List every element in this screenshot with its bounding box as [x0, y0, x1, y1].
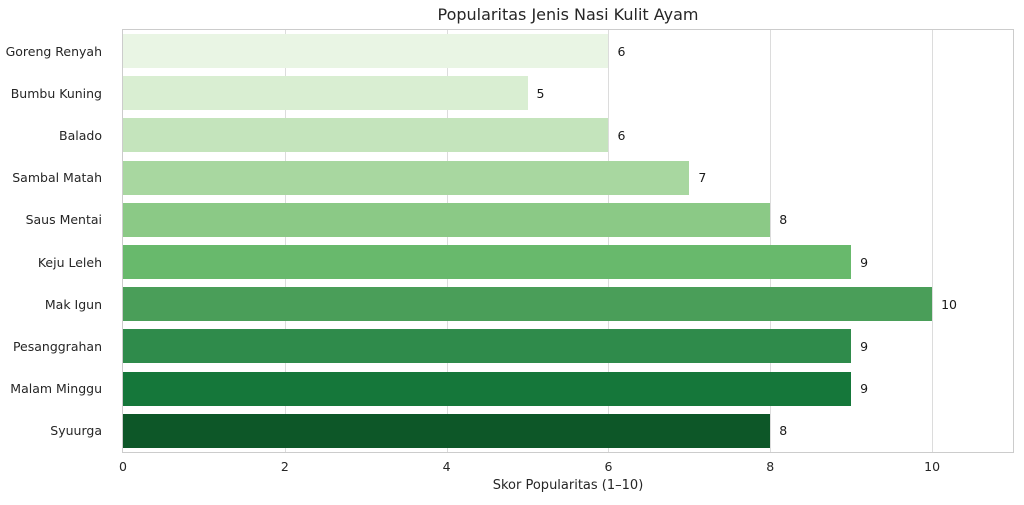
category-label: Mak Igun [44, 296, 102, 312]
bar-value-label: 6 [617, 127, 626, 143]
bar [123, 76, 528, 111]
bar-value-label: 9 [860, 254, 869, 270]
bar-value-label: 8 [779, 423, 788, 439]
category-label: Bumbu Kuning [10, 85, 102, 101]
bar-row: 6 [123, 30, 1013, 72]
bar [123, 371, 852, 406]
x-tick-label-2: 2 [280, 459, 289, 474]
bar [123, 245, 852, 280]
gridline-x-2 [284, 30, 286, 452]
bar-value-label: 8 [779, 212, 788, 228]
category-label: Saus Mentai [25, 212, 102, 228]
x-tick-label-0: 0 [119, 459, 127, 474]
bar-row: 9 [123, 325, 1013, 367]
category-label: Sambal Matah [12, 170, 102, 186]
category-label: Pesanggrahan [12, 338, 102, 354]
bar-row: 5 [123, 72, 1013, 114]
x-axis-label: Skor Popularitas (1–10) [492, 478, 644, 493]
bar-row: 8 [123, 199, 1013, 241]
bar-value-label: 9 [860, 338, 869, 354]
category-label: Goreng Renyah [5, 43, 102, 59]
category-label: Malam Minggu [10, 381, 102, 397]
x-tick-label-10: 10 [924, 459, 941, 474]
gridline-x-4 [446, 30, 448, 452]
bar-value-label: 6 [617, 43, 626, 59]
category-label: Keju Leleh [37, 254, 102, 270]
bar-row: 10 [123, 283, 1013, 325]
bar-row: 9 [123, 368, 1013, 410]
chart-title: Popularitas Jenis Nasi Kulit Ayam [437, 5, 699, 24]
bar-value-label: 7 [698, 170, 707, 186]
bar-row: 8 [123, 410, 1013, 452]
x-tick-label-8: 8 [766, 459, 775, 474]
x-tick-label-6: 6 [604, 459, 613, 474]
x-axis-ticks: 0 2 4 6 8 10 [119, 459, 1014, 477]
category-label: Syuurga [50, 423, 102, 439]
bar [123, 413, 771, 448]
gridline-x-8 [770, 30, 772, 452]
bar-row: 9 [123, 241, 1013, 283]
plot-area: 6 5 6 7 8 9 10 9 9 8 [122, 29, 1014, 453]
gridline-x-6 [608, 30, 610, 452]
bar-value-label: 5 [536, 85, 545, 101]
gridline-x-10 [932, 30, 934, 452]
bar [123, 287, 933, 322]
bar [123, 160, 690, 195]
bar [123, 329, 852, 364]
category-label: Balado [59, 127, 102, 143]
bar-value-label: 9 [860, 381, 869, 397]
bar [123, 202, 771, 237]
y-axis-labels: Goreng Renyah Bumbu Kuning Balado Sambal Ma… [0, 29, 112, 453]
bar [123, 34, 609, 69]
bar-row: 6 [123, 114, 1013, 156]
bar-row: 7 [123, 157, 1013, 199]
bar-value-label: 10 [941, 296, 957, 312]
bar [123, 118, 609, 153]
x-tick-label-4: 4 [442, 459, 451, 474]
